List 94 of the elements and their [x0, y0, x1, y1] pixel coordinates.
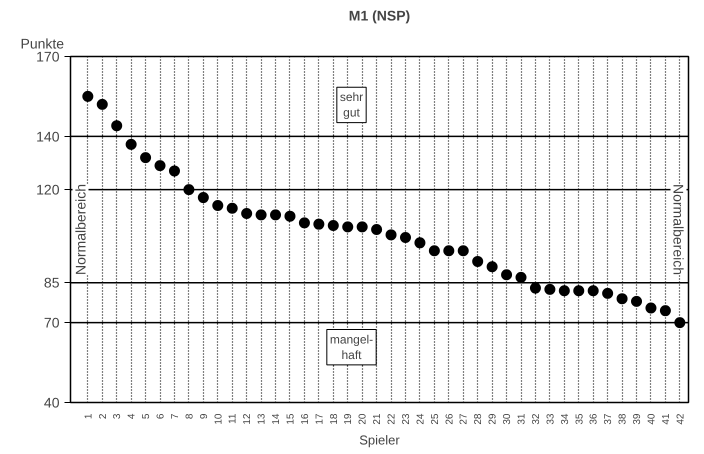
x-tick-label: 22 — [386, 413, 398, 425]
x-tick-label: 36 — [588, 413, 600, 425]
x-tick-label: 1 — [83, 413, 94, 420]
x-tick-label: 29 — [488, 413, 499, 425]
x-tick-label: 10 — [213, 413, 224, 425]
x-tick-label: 5 — [141, 413, 152, 420]
x-tick-label: 14 — [271, 413, 282, 425]
x-tick-label: 34 — [560, 413, 571, 425]
x-tick-label: 32 — [530, 413, 542, 425]
annotation: Normalbereich — [670, 184, 686, 276]
point — [126, 138, 137, 150]
point — [313, 218, 324, 230]
x-tick-label: 4 — [126, 413, 138, 420]
y-tick-label: 70 — [44, 314, 60, 331]
point — [645, 302, 656, 314]
annotation: sehr gut — [340, 90, 364, 120]
point — [328, 220, 339, 231]
point — [558, 285, 570, 296]
x-tick-label: 3 — [112, 413, 124, 420]
x-tick-label: 42 — [675, 413, 686, 425]
x-tick-label: 16 — [300, 413, 311, 425]
point — [616, 293, 628, 304]
x-tick-label: 26 — [444, 413, 456, 425]
point — [82, 90, 94, 102]
point — [226, 202, 238, 214]
x-tick-label: 37 — [603, 413, 614, 425]
x-tick-label: 39 — [632, 413, 644, 425]
x-tick-label: 6 — [156, 413, 167, 420]
x-tick-label: 17 — [314, 413, 326, 425]
y-tick-label: 120 — [36, 182, 60, 198]
point — [588, 285, 599, 296]
x-tick-label: 41 — [660, 413, 672, 425]
x-tick-label: 12 — [242, 413, 254, 425]
y-tick-label: 170 — [36, 48, 60, 64]
x-tick-label: 13 — [256, 413, 268, 425]
x-tick-label: 2 — [98, 413, 109, 420]
y-axis-title: Punkte — [20, 36, 64, 52]
point — [501, 269, 512, 280]
x-tick-label: 8 — [184, 413, 196, 420]
x-tick-label: 31 — [516, 413, 528, 425]
point — [660, 305, 671, 316]
point — [154, 160, 166, 172]
x-tick-label: 30 — [502, 413, 514, 425]
point — [400, 232, 411, 243]
x-tick-label: 15 — [285, 413, 296, 425]
point — [140, 152, 152, 164]
point — [443, 245, 454, 256]
annotation: Normalbereich — [72, 184, 88, 276]
x-tick-label: 40 — [646, 413, 658, 425]
point — [96, 98, 108, 110]
x-tick-label: 18 — [328, 413, 340, 425]
annotation: mangel- haft — [330, 332, 374, 362]
x-tick-label: 33 — [545, 413, 556, 425]
x-tick-label: 25 — [430, 413, 441, 425]
y-tick-label: 85 — [44, 274, 60, 291]
point — [298, 217, 310, 228]
x-tick-label: 21 — [372, 413, 384, 425]
x-tick-label: 24 — [415, 413, 426, 425]
x-tick-label: 11 — [228, 413, 239, 424]
point — [371, 224, 382, 235]
x-tick-label: 38 — [618, 413, 629, 425]
point — [602, 288, 614, 299]
point — [458, 245, 469, 256]
chart-title: M1 (NSP) — [348, 8, 410, 24]
point — [284, 210, 296, 222]
x-tick-label: 27 — [458, 413, 470, 425]
point — [544, 284, 556, 295]
x-tick-label: 9 — [198, 413, 210, 420]
x-tick-label: 20 — [358, 413, 369, 425]
point — [168, 165, 180, 176]
point — [342, 221, 354, 232]
point — [530, 282, 541, 294]
point — [573, 285, 584, 296]
point — [270, 209, 282, 220]
point — [414, 237, 426, 248]
point — [111, 120, 122, 132]
x-axis-title: Spieler — [359, 432, 400, 448]
x-tick-label: 35 — [574, 413, 586, 425]
point — [386, 229, 397, 240]
point — [428, 245, 440, 256]
point — [198, 192, 209, 204]
point — [516, 272, 527, 283]
point — [212, 200, 224, 212]
point — [241, 208, 252, 220]
point — [472, 256, 484, 267]
y-tick-label: 140 — [36, 128, 60, 144]
x-tick-label: 23 — [400, 413, 412, 425]
point — [631, 296, 642, 307]
point — [356, 221, 368, 232]
point — [486, 261, 498, 272]
x-tick-label: 19 — [343, 413, 354, 425]
x-tick-label: 28 — [473, 413, 484, 425]
x-tick-label: 7 — [170, 413, 181, 420]
point — [256, 209, 267, 220]
